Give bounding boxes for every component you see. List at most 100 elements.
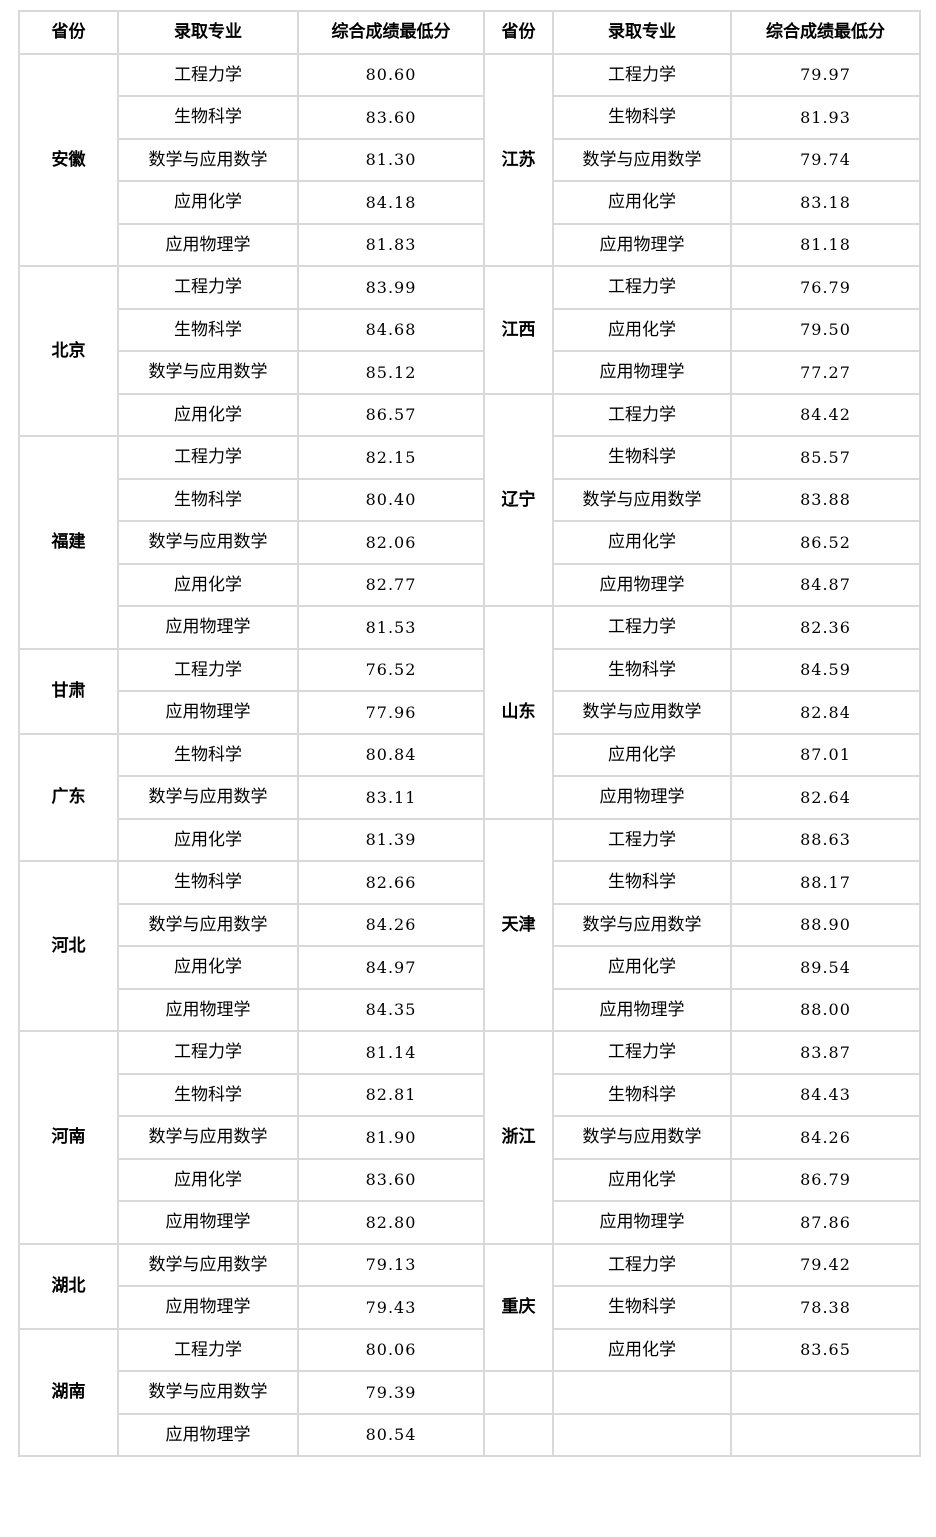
table-row: 生物科学 88.17 — [484, 860, 921, 905]
major-cell: 应用物理学 — [552, 775, 732, 820]
score-cell: 84.43 — [730, 1072, 921, 1117]
major-cell: 生物科学 — [552, 1285, 732, 1330]
table-row: 北京 工程力学 83.99 — [18, 265, 485, 437]
major-cell: 数学与应用数学 — [552, 1115, 732, 1160]
table-row: 数学与应用数学 83.11 — [19, 775, 485, 820]
score-table-right: 省份 录取专业 综合成绩最低分 江苏 工程力学 79.97 生物科学 81.93 数学与应… — [483, 10, 921, 1457]
major-cell: 数学与应用数学 — [117, 350, 299, 395]
score-cell: 84.35 — [297, 987, 485, 1032]
major-cell — [552, 1412, 732, 1457]
score-cell: 83.60 — [297, 1157, 485, 1202]
major-cell: 应用化学 — [117, 562, 299, 607]
province-cell — [483, 1412, 554, 1457]
score-cell: 88.00 — [730, 987, 921, 1032]
province-cell: 江西 — [483, 265, 554, 395]
score-cell: 84.26 — [730, 1115, 921, 1160]
score-cell: 84.26 — [297, 902, 485, 947]
table-row: 应用物理学 88.00 — [484, 987, 921, 1032]
major-cell: 应用物理学 — [117, 1200, 299, 1245]
major-cell: 工程力学 — [117, 435, 299, 480]
major-cell: 应用物理学 — [117, 690, 299, 735]
score-cell: 85.12 — [297, 350, 485, 395]
table-row: 生物科学 81.93 — [484, 95, 921, 140]
major-cell: 工程力学 — [552, 52, 732, 97]
table-row: 应用物理学 84.35 — [19, 987, 485, 1032]
table-row: 数学与应用数学 84.26 — [19, 902, 485, 947]
score-cell: 82.84 — [730, 690, 921, 735]
major-cell: 应用物理学 — [117, 1285, 299, 1330]
table-row: 生物科学 83.60 — [19, 95, 485, 140]
score-cell: 82.64 — [730, 775, 921, 820]
score-cell: 79.97 — [730, 52, 921, 97]
province-cell: 重庆 — [483, 1242, 554, 1372]
score-cell: 87.86 — [730, 1200, 921, 1245]
table-row: 应用化学 83.65 — [484, 1327, 921, 1372]
header-cell-province: 省份 — [18, 10, 119, 55]
major-cell: 应用物理学 — [117, 987, 299, 1032]
score-cell: 79.42 — [730, 1242, 921, 1287]
table-row — [483, 1370, 921, 1415]
major-cell: 应用物理学 — [117, 605, 299, 650]
table-row: 应用化学 83.60 — [19, 1157, 485, 1202]
score-cell: 83.11 — [297, 775, 485, 820]
score-cell: 84.68 — [297, 307, 485, 352]
score-cell: 82.06 — [297, 520, 485, 565]
table-row: 应用物理学 82.80 — [19, 1200, 485, 1245]
table-row: 应用化学 86.79 — [484, 1157, 921, 1202]
table-row: 生物科学 82.81 — [19, 1072, 485, 1117]
table-row: 数学与应用数学 79.39 — [19, 1370, 485, 1415]
table-row: 应用化学 87.01 — [484, 732, 921, 777]
table-row: 应用物理学 77.27 — [484, 350, 921, 395]
major-cell: 数学与应用数学 — [552, 477, 732, 522]
table-row: 数学与应用数学 84.26 — [484, 1115, 921, 1160]
score-cell: 89.54 — [730, 945, 921, 990]
score-cell: 79.43 — [297, 1285, 485, 1330]
table-row: 应用物理学 77.96 — [19, 690, 485, 735]
major-cell: 工程力学 — [552, 1030, 732, 1075]
major-cell: 工程力学 — [552, 605, 732, 650]
province-cell: 天津 — [483, 817, 554, 1032]
major-cell: 应用化学 — [117, 817, 299, 862]
table-row: 甘肃 工程力学 76.52 — [18, 647, 485, 735]
score-cell: 86.52 — [730, 520, 921, 565]
table-row: 应用化学 83.18 — [484, 180, 921, 225]
table-row: 数学与应用数学 85.12 — [19, 350, 485, 395]
table-row: 河南 工程力学 81.14 — [18, 1030, 485, 1245]
major-cell: 应用化学 — [552, 1327, 732, 1372]
province-cell: 广东 — [18, 732, 119, 862]
score-cell: 83.65 — [730, 1327, 921, 1372]
table-row: 天津 工程力学 88.63 — [483, 817, 921, 1032]
table-row: 数学与应用数学 82.84 — [484, 690, 921, 735]
major-cell: 数学与应用数学 — [117, 137, 299, 182]
major-cell: 应用化学 — [552, 1157, 732, 1202]
table-row: 应用化学 79.50 — [484, 307, 921, 352]
major-cell: 生物科学 — [117, 477, 299, 522]
score-cell: 81.30 — [297, 137, 485, 182]
score-cell: 84.97 — [297, 945, 485, 990]
table-row: 广东 生物科学 80.84 — [18, 732, 485, 862]
table-row: 数学与应用数学 82.06 — [19, 520, 485, 565]
score-cell: 81.93 — [730, 95, 921, 140]
major-cell: 工程力学 — [552, 392, 732, 437]
table-row: 应用物理学 87.86 — [484, 1200, 921, 1245]
table-row: 山东 工程力学 82.36 — [483, 605, 921, 820]
score-cell: 81.14 — [297, 1030, 485, 1075]
major-cell: 应用物理学 — [552, 1200, 732, 1245]
table-header-left: 省份 录取专业 综合成绩最低分 — [18, 10, 485, 55]
score-cell: 81.18 — [730, 222, 921, 267]
major-cell: 应用化学 — [117, 1157, 299, 1202]
table-row: 应用化学 81.39 — [19, 817, 485, 862]
score-cell: 81.39 — [297, 817, 485, 862]
table-row: 应用物理学 81.53 — [19, 605, 485, 650]
score-cell: 77.27 — [730, 350, 921, 395]
province-cell: 山东 — [483, 605, 554, 820]
table-row: 重庆 工程力学 79.42 — [483, 1242, 921, 1372]
score-cell: 84.59 — [730, 647, 921, 692]
major-cell: 数学与应用数学 — [552, 690, 732, 735]
major-cell: 应用化学 — [552, 732, 732, 777]
major-cell: 生物科学 — [552, 95, 732, 140]
score-cell: 84.42 — [730, 392, 921, 437]
major-cell: 应用物理学 — [117, 1412, 299, 1457]
table-row: 数学与应用数学 81.90 — [19, 1115, 485, 1160]
table-row: 浙江 工程力学 83.87 — [483, 1030, 921, 1245]
